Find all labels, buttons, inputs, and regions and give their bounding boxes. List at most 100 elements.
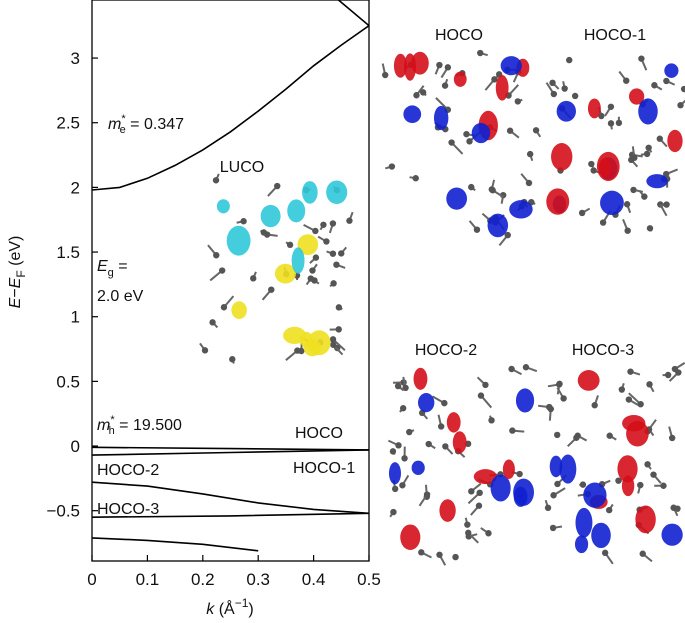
atom (588, 160, 595, 168)
atom (463, 130, 470, 138)
y-label-var2: E (7, 277, 24, 288)
lobe (446, 412, 461, 433)
orbital-label: HOCO-2 (415, 342, 477, 359)
lobe (302, 181, 318, 204)
atom (338, 250, 345, 257)
atom (607, 103, 615, 110)
atom (485, 530, 492, 537)
atom (402, 384, 409, 392)
band-label: HOCO (295, 425, 343, 442)
lobe (287, 199, 306, 223)
atom (229, 356, 236, 363)
atom (550, 492, 557, 499)
lobe (291, 247, 305, 274)
atom (444, 64, 452, 71)
lobe (300, 331, 313, 348)
lobe (417, 393, 435, 413)
lobe (446, 187, 468, 210)
lobe (598, 158, 612, 177)
atom (468, 183, 475, 191)
mass-symbol: m (108, 116, 121, 133)
atom (590, 167, 597, 174)
atom (549, 524, 557, 532)
atom (578, 209, 586, 217)
lobe (626, 420, 649, 447)
atom (615, 119, 623, 127)
atom (646, 225, 654, 232)
atom (504, 231, 511, 239)
atom (476, 489, 483, 497)
atom (464, 521, 471, 528)
gap-symbol: E (97, 258, 108, 275)
atom (630, 186, 637, 194)
atom (525, 179, 533, 187)
atom (309, 267, 316, 274)
band-label: HOCO-2 (97, 462, 159, 479)
lobe (515, 388, 535, 413)
band-line (92, 449, 369, 456)
lobe (546, 188, 570, 215)
atom (637, 400, 644, 408)
lobe (495, 74, 509, 101)
y-label-unit: (eV) (7, 236, 24, 271)
atom (436, 61, 443, 69)
atom (607, 120, 615, 127)
y-tick-label: 2 (71, 178, 80, 197)
atom (213, 252, 220, 259)
lobe (509, 200, 533, 219)
atom (605, 506, 613, 514)
atom (677, 102, 684, 109)
lobe (551, 143, 573, 171)
atom (312, 227, 319, 235)
band-line (92, 446, 369, 451)
effective-mass: m* e = 0.347 (108, 113, 184, 136)
mass-value: = 19.500 (115, 417, 182, 434)
atom (675, 369, 682, 376)
gap-sub: g (108, 267, 114, 279)
atom (641, 193, 648, 200)
orbital-label: HOCO-1 (584, 27, 646, 44)
atom (660, 482, 667, 489)
atom (579, 481, 587, 488)
lobe (629, 88, 645, 105)
y-tick-label: 0.5 (56, 372, 80, 391)
orbital-image (538, 362, 685, 565)
lobe (326, 180, 348, 205)
x-tick-label: 0.5 (357, 570, 381, 589)
atom (335, 326, 342, 333)
atom (638, 55, 645, 62)
atom (399, 482, 406, 489)
atom (599, 219, 607, 226)
atom (389, 448, 397, 455)
atom (260, 229, 268, 236)
lobe (487, 213, 509, 238)
atom (646, 381, 653, 388)
atom (591, 402, 598, 409)
atom (656, 135, 663, 142)
atom (532, 127, 540, 134)
x-tick-label: 0 (87, 570, 96, 589)
mass-symbol: m (97, 417, 110, 434)
y-label-var: E (7, 297, 24, 308)
lobe (226, 225, 251, 256)
mass-sub: h (109, 425, 115, 437)
atom (390, 508, 397, 516)
lobe (500, 56, 522, 76)
atom (645, 144, 652, 151)
x-tick-label: 0.2 (191, 570, 215, 589)
band-line (92, 537, 259, 552)
lobe (617, 455, 638, 483)
x-tick-label: 0.3 (246, 570, 270, 589)
atom (201, 347, 209, 354)
y-axis-label: E−EF (eV) (7, 236, 28, 309)
x-label-sup: −1 (235, 596, 249, 610)
atom (448, 139, 455, 146)
lobe (231, 301, 247, 320)
x-label-close: ) (248, 601, 253, 618)
atom (663, 201, 670, 208)
atom (329, 220, 337, 227)
y-tick-label: 2.5 (56, 114, 80, 133)
atom (668, 434, 676, 442)
lobe (452, 431, 467, 454)
